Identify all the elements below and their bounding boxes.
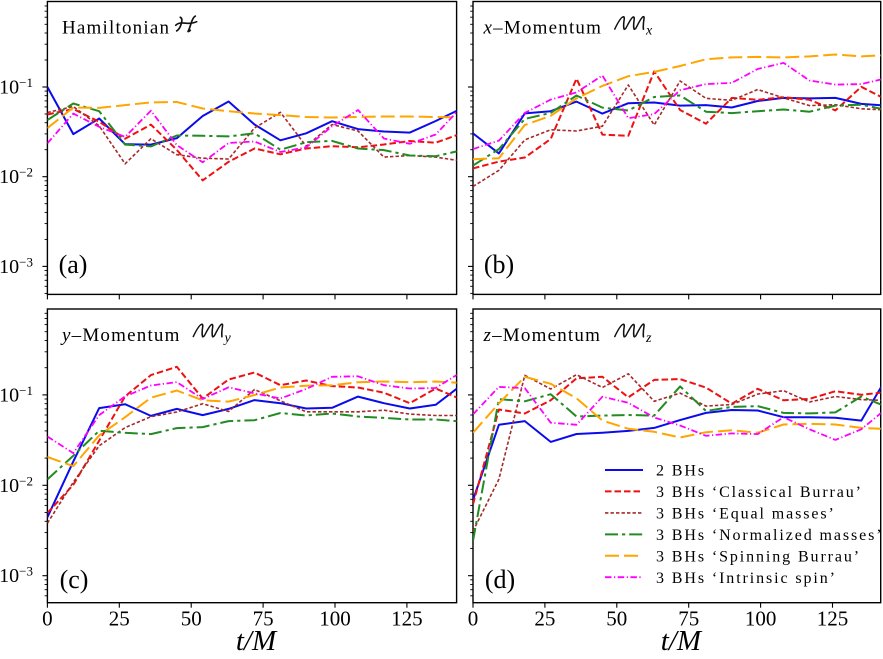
svg-text:3 BHs ‘Intrinsic spin’: 3 BHs ‘Intrinsic spin’ [656,570,837,587]
svg-text:y–Momentum: y–Momentum [60,325,181,346]
svg-text:(a): (a) [59,250,88,279]
svg-text:3 BHs ‘Classical Burrau’: 3 BHs ‘Classical Burrau’ [656,484,863,501]
svg-text:z–Momentum: z–Momentum [483,325,602,346]
svg-text:100: 100 [319,607,351,631]
svg-text:(c): (c) [60,565,89,594]
svg-text:y: y [223,331,232,346]
svg-text:z: z [645,331,652,346]
svg-text:t/M: t/M [236,625,278,654]
svg-text:3 BHs ‘Equal masses’: 3 BHs ‘Equal masses’ [656,505,836,522]
svg-text:3 BHs ‘Normalized masses’: 3 BHs ‘Normalized masses’ [656,527,883,544]
svg-text:Hamiltonian: Hamiltonian [62,18,170,39]
svg-text:125: 125 [391,607,423,631]
svg-text:100: 100 [745,607,777,631]
svg-text:50: 50 [606,607,627,631]
svg-text:75: 75 [253,607,274,631]
svg-text:25: 25 [109,607,130,631]
svg-text:x–Momentum: x–Momentum [483,18,603,39]
svg-text:2 BHs: 2 BHs [656,463,706,480]
svg-text:125: 125 [817,607,849,631]
svg-text:50: 50 [181,607,202,631]
svg-text:25: 25 [534,607,555,631]
svg-text:0: 0 [42,607,53,631]
svg-text:(b): (b) [484,250,514,279]
svg-text:0: 0 [468,607,479,631]
svg-text:t/M: t/M [661,625,703,654]
svg-text:75: 75 [678,607,699,631]
svg-text:x: x [645,24,653,39]
svg-text:3 BHs ‘Spinning Burrau’: 3 BHs ‘Spinning Burrau’ [656,548,861,565]
svg-text:(d): (d) [485,565,515,594]
